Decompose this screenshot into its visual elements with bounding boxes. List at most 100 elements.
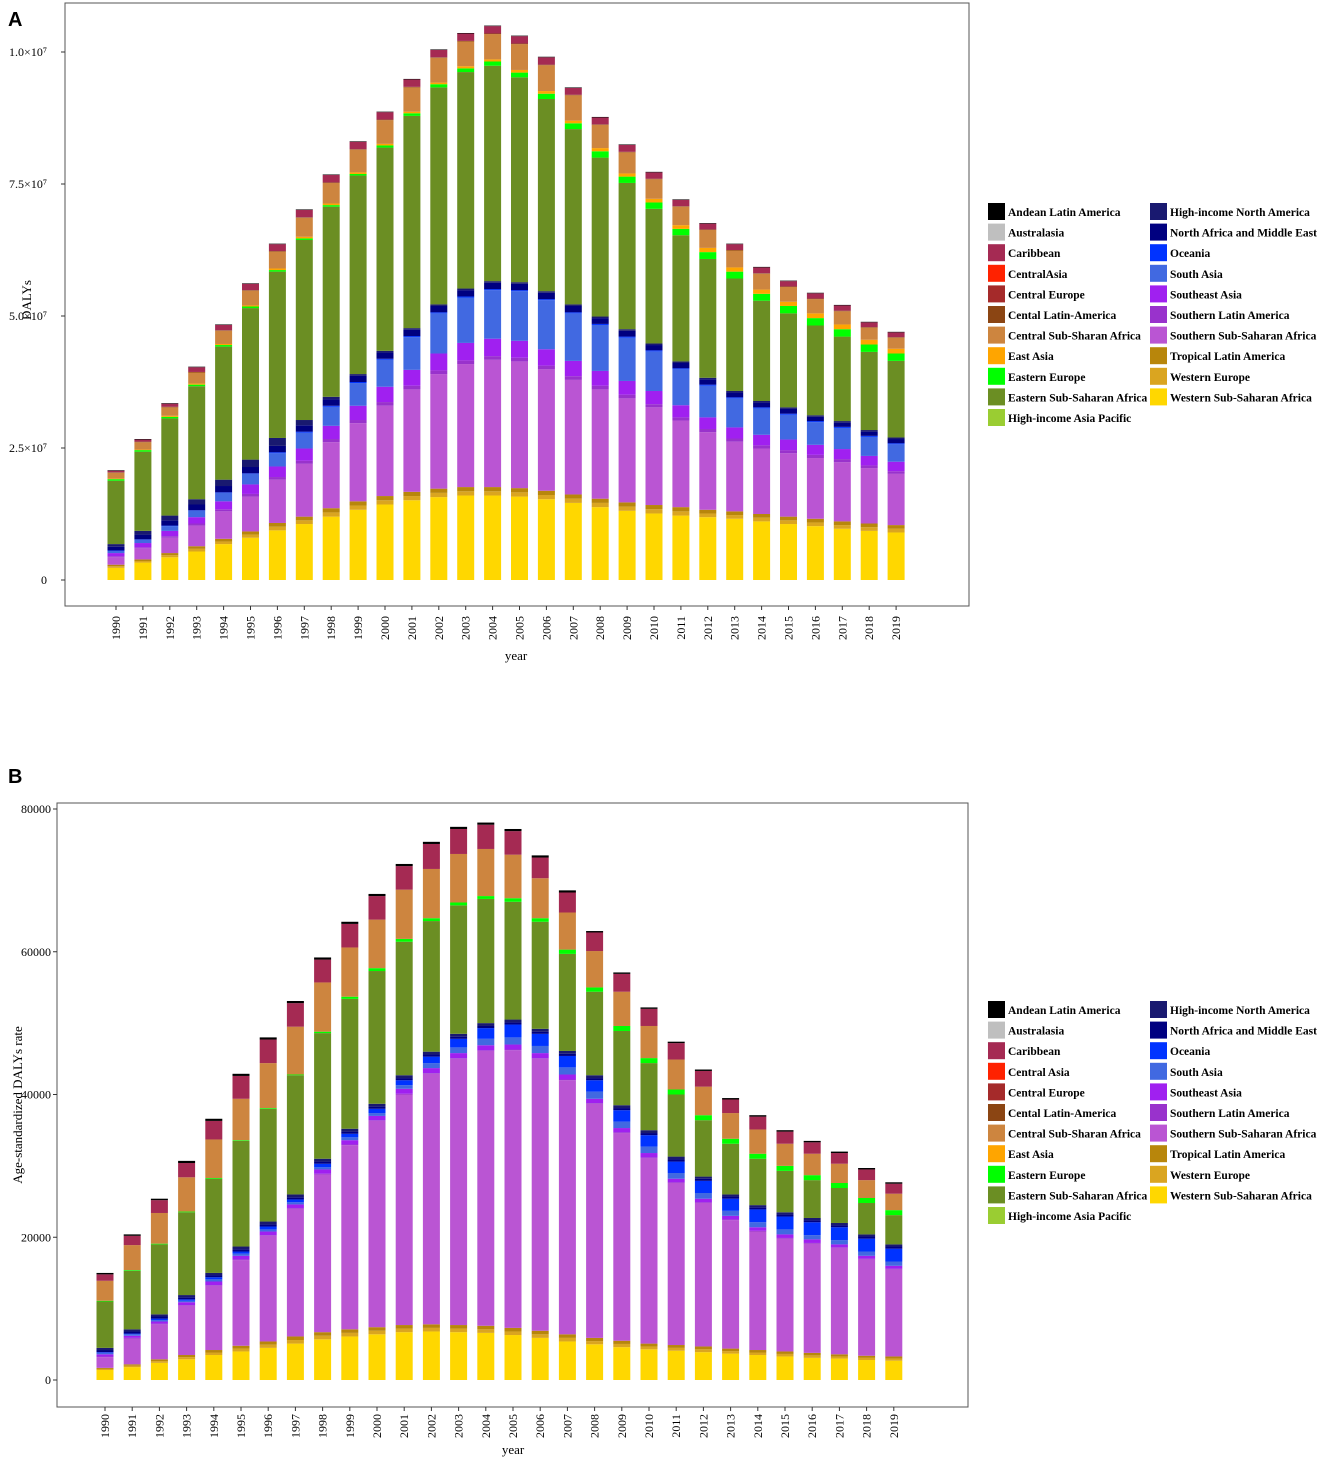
bar-segment [422, 1324, 440, 1328]
bar-segment [753, 407, 771, 409]
bar-segment [564, 87, 582, 95]
legend-label: Western Sub-Saharan Africa [1170, 392, 1312, 404]
bar-segment [484, 25, 502, 27]
legend-swatch [1150, 347, 1167, 365]
bar-segment [215, 479, 233, 487]
bar-segment [286, 1207, 304, 1209]
bar-segment [107, 566, 125, 568]
bar-segment [511, 283, 528, 291]
legend-label: High-income Asia Pacific [1008, 413, 1131, 425]
bar-segment [322, 442, 340, 509]
bar-segment [858, 1238, 876, 1252]
bar-segment [613, 1132, 631, 1134]
bar-segment [395, 866, 413, 890]
bar-segment [450, 1038, 468, 1048]
bar-segment [161, 407, 179, 416]
bar-segment [286, 1194, 304, 1198]
bar-segment [830, 1183, 848, 1189]
bar-segment [215, 509, 233, 512]
bar-segment [161, 406, 179, 408]
bar-segment [430, 49, 448, 58]
bar-segment [134, 547, 152, 549]
bar-segment [430, 312, 448, 314]
bar-segment [645, 198, 663, 203]
bar-segment [242, 306, 259, 309]
bar-segment [591, 502, 609, 508]
bar-segment [341, 998, 359, 1129]
x-tick-label: 1993 [190, 616, 204, 640]
bar-segment [477, 1045, 495, 1051]
y-tick-label: 0 [41, 573, 47, 587]
bar-segment [268, 477, 286, 480]
bar-segment [858, 1357, 876, 1361]
bar-segment [860, 327, 878, 340]
bar-segment [640, 1007, 658, 1009]
bar-segment [511, 488, 528, 493]
bar-segment [403, 113, 421, 116]
bar-segment [457, 33, 475, 41]
bar-segment [376, 119, 394, 121]
bar-segment [450, 902, 468, 906]
bar-segment [694, 1192, 712, 1199]
bar-segment [450, 1053, 468, 1059]
bar-segment [422, 1327, 440, 1332]
bar-segment [123, 1337, 141, 1339]
bar-segment [645, 202, 663, 209]
bar-segment [477, 1332, 495, 1380]
bar-segment [776, 1130, 794, 1132]
bar-segment [450, 828, 468, 854]
bar-segment [349, 172, 367, 174]
bar-segment [484, 282, 502, 290]
bar-segment [504, 898, 522, 902]
legend-swatch [1150, 264, 1167, 282]
x-tick-label: 2015 [778, 1414, 792, 1438]
bar-segment [242, 531, 259, 535]
bar-segment [161, 418, 179, 516]
bar-segment [504, 1024, 522, 1038]
bar-segment [833, 311, 851, 325]
bar-segment [322, 516, 340, 580]
bar-segment [613, 1128, 631, 1133]
bar-segment [613, 991, 631, 1026]
bar-segment [558, 1055, 576, 1068]
bar-segment [885, 1244, 903, 1247]
bar-segment [618, 336, 636, 338]
bar-segment [107, 550, 125, 554]
bar-segment [457, 288, 475, 291]
bar-segment [667, 1094, 685, 1157]
bar-segment [776, 1351, 794, 1354]
panel-b: B 0 20000 40000 60000 80000 1990 1991 1992 1993… [8, 766, 1317, 1457]
bar-segment [178, 1295, 196, 1298]
bar-segment [422, 841, 440, 844]
bar-segment [694, 1198, 712, 1203]
bar-segment [591, 157, 609, 317]
bar-segment [477, 896, 495, 899]
bar-segment [430, 313, 448, 354]
bar-segment [341, 1145, 359, 1330]
bar-segment [645, 407, 663, 506]
x-tick-label: 2018 [862, 616, 876, 640]
bar-segment [591, 498, 609, 503]
bar-segment [368, 968, 386, 972]
bar-segment [295, 425, 313, 432]
bar-segment [484, 65, 502, 282]
bar-segment [134, 559, 152, 561]
bar-segment [395, 1325, 413, 1329]
bar-segment [178, 1305, 196, 1306]
panel-a-letter: A [8, 9, 22, 31]
bar-segment [422, 1051, 440, 1055]
panel-b-x-ticks: 1990 1991 1992 1993 1994 1995 1996 1997 1998 1999… [98, 1407, 901, 1438]
bar-segment [215, 346, 233, 480]
legend-label: Tropical Latin America [1170, 351, 1285, 363]
bar-segment [457, 342, 475, 361]
bar-segment [858, 1355, 876, 1358]
bar-segment [504, 901, 522, 1020]
bar-segment [242, 496, 259, 532]
bar-segment [150, 1323, 168, 1325]
x-tick-label: 2001 [397, 1414, 411, 1438]
bar-segment [618, 510, 636, 580]
bar-segment [749, 1355, 767, 1380]
bar-segment [806, 293, 824, 299]
bar-segment [161, 530, 179, 537]
x-tick-label: 1990 [109, 616, 123, 640]
